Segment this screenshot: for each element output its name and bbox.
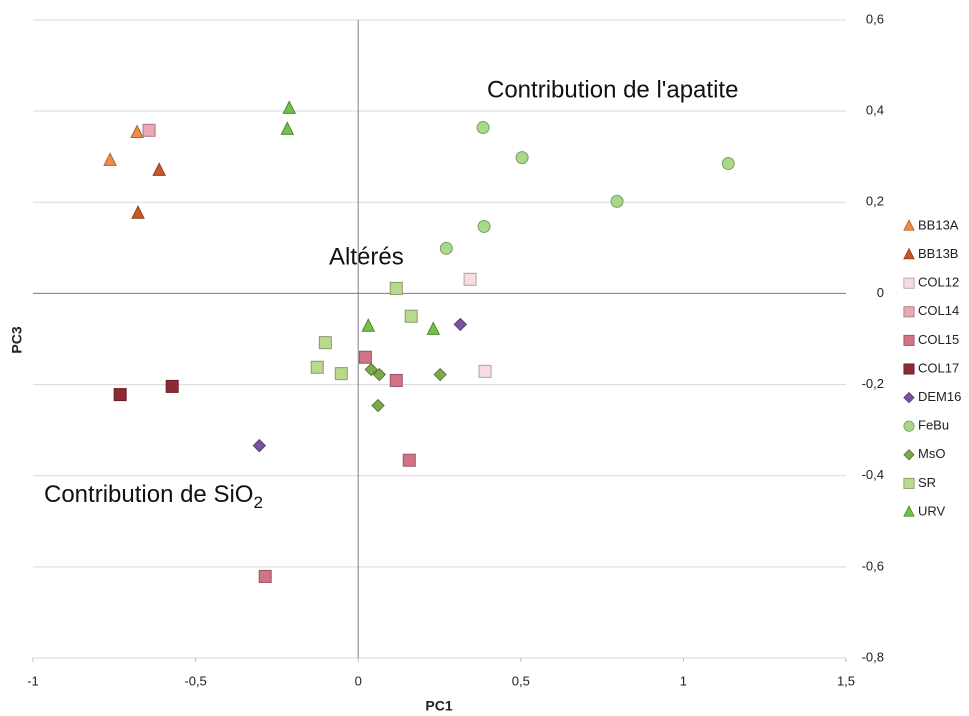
point (165, 379, 179, 393)
legend-marker (903, 363, 915, 375)
point (433, 367, 447, 382)
x-tick-label: -0,5 (184, 673, 206, 688)
legend-marker (903, 306, 915, 318)
y-tick-label: -0,6 (862, 558, 884, 573)
x-tick-label: 0 (355, 673, 362, 688)
legend-label: SR (918, 475, 936, 490)
legend-label: BB13B (918, 246, 958, 261)
legend-marker (903, 449, 915, 461)
point (371, 398, 385, 413)
y-tick-label: -0,4 (862, 467, 884, 482)
point (404, 309, 418, 323)
point (372, 367, 387, 382)
annotation-text: Contribution de SiO (44, 481, 253, 508)
point (389, 281, 403, 295)
x-tick-label: 1 (680, 673, 687, 688)
point (477, 219, 491, 233)
point (476, 121, 490, 135)
legend-marker (903, 420, 915, 432)
point (103, 152, 117, 166)
point (152, 162, 166, 176)
legend-label: COL17 (918, 360, 959, 375)
point (252, 438, 267, 453)
x-tick-label: -1 (27, 673, 39, 688)
point (130, 124, 144, 139)
y-tick-label: 0 (877, 285, 884, 300)
annotation: Altérés (329, 243, 404, 270)
point (402, 453, 416, 467)
point (426, 321, 441, 335)
point (310, 360, 324, 374)
x-tick-label: 0,5 (512, 673, 530, 688)
legend-marker (903, 334, 915, 346)
point (358, 350, 372, 364)
point (478, 364, 492, 378)
legend-label: MsO (918, 446, 945, 461)
annotation-subscript: 2 (253, 493, 262, 512)
point (610, 194, 624, 208)
point (721, 157, 735, 171)
legend-marker (903, 247, 915, 260)
point (258, 569, 272, 583)
x-tick-label: 1,5 (837, 673, 855, 688)
legend-label: COL12 (918, 275, 959, 290)
legend-label: BB13A (918, 217, 959, 232)
point (364, 362, 378, 377)
annotation: Contribution de SiO2 (44, 481, 263, 512)
point (453, 317, 468, 332)
point (515, 151, 529, 165)
legend-label: DEM16 (918, 389, 961, 404)
point (318, 336, 332, 350)
legend-label: URV (918, 503, 946, 518)
y-tick-label: 0,2 (866, 194, 884, 209)
point (282, 100, 297, 114)
legend-marker (903, 219, 915, 231)
point (361, 318, 376, 332)
y-tick-label: -0,8 (862, 649, 884, 664)
legend-marker (903, 391, 915, 404)
legend-marker (903, 477, 915, 489)
y-tick-label: 0,4 (866, 103, 884, 118)
point (334, 367, 348, 381)
point (131, 205, 145, 219)
point (389, 373, 403, 387)
y-tick-label: -0,2 (862, 376, 884, 391)
legend-label: COL14 (918, 303, 959, 318)
legend-label: FeBu (918, 418, 949, 433)
legend-label: COL15 (918, 332, 959, 347)
point (142, 123, 156, 137)
annotation: Contribution de l'apatite (487, 76, 738, 103)
legend-marker (903, 505, 915, 517)
point (463, 272, 477, 286)
legend-marker (903, 277, 915, 289)
point (280, 121, 295, 135)
y-tick-label: 0,6 (866, 11, 884, 26)
point (439, 241, 453, 255)
point (113, 388, 127, 402)
x-axis-label: PC1 (425, 698, 452, 714)
y-axis-label: PC3 (9, 326, 25, 353)
